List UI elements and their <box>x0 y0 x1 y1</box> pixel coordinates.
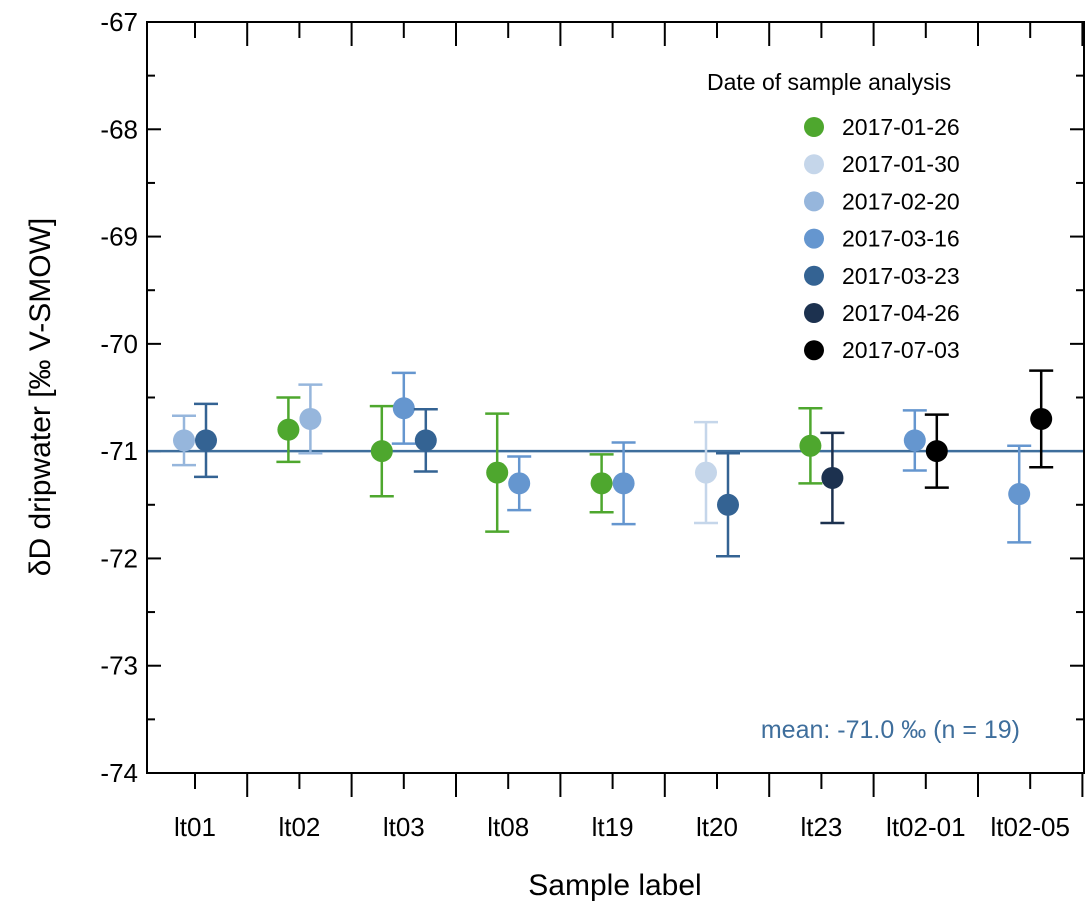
legend-item: 2017-03-16 <box>804 226 960 252</box>
legend: Date of sample analysis 2017-01-262017-0… <box>707 69 960 363</box>
x-tick-labels: lt01 lt02 lt03 lt08 lt19 lt20 lt23 lt02-01 lt02-… <box>174 812 1070 842</box>
data-point <box>173 429 195 452</box>
data-point <box>903 429 926 452</box>
legend-marker <box>804 303 824 323</box>
data-point-group <box>716 452 740 558</box>
data-point <box>508 472 531 495</box>
legend-label: 2017-01-30 <box>842 151 960 177</box>
data-point-group <box>369 404 394 498</box>
data-point-group <box>391 371 416 445</box>
data-point-group <box>924 413 949 489</box>
y-tick-labels: -67 -68 -69 -70 -71 -72 -73 -74 <box>100 7 138 788</box>
data-point <box>821 466 844 489</box>
data-point <box>1030 407 1053 430</box>
legend-title: Date of sample analysis <box>707 69 951 95</box>
x-tick-label: lt01 <box>174 812 216 842</box>
data-point-group <box>902 409 927 472</box>
legend-marker <box>804 154 824 175</box>
x-tick-label: lt23 <box>800 812 842 842</box>
legend-label: 2017-03-23 <box>842 263 960 289</box>
legend-label: 2017-04-26 <box>842 300 960 326</box>
legend-label: 2017-02-20 <box>842 188 960 214</box>
legend-items: 2017-01-26 2017-01-30 2017-02-20 2017-03-16… <box>804 114 960 363</box>
data-point <box>590 472 613 495</box>
data-point <box>717 493 739 516</box>
data-point <box>695 461 717 484</box>
legend-label: 2017-07-03 <box>842 337 960 363</box>
y-tick-label: -72 <box>100 543 138 573</box>
data-point-group <box>298 383 323 455</box>
data-point-group <box>589 453 614 514</box>
legend-item: 2017-01-26 <box>804 114 960 140</box>
legend-item: 2017-02-20 <box>804 188 960 214</box>
x-tick-label: lt03 <box>383 812 425 842</box>
data-points <box>172 369 1054 558</box>
data-point-group <box>485 412 510 533</box>
data-point-group <box>172 414 196 467</box>
data-point <box>195 429 217 452</box>
data-point <box>799 434 822 457</box>
data-point <box>392 397 415 420</box>
y-tick-label: -68 <box>100 114 138 144</box>
legend-item: 2017-01-30 <box>804 151 960 177</box>
data-point-group <box>276 396 301 464</box>
y-tick-label: -73 <box>100 651 138 681</box>
legend-marker <box>804 228 824 249</box>
legend-marker <box>804 117 824 137</box>
legend-label: 2017-03-16 <box>842 226 960 252</box>
data-point <box>1008 483 1031 506</box>
y-tick-label: -69 <box>100 222 138 252</box>
legend-label: 2017-01-26 <box>842 114 960 140</box>
data-point-group <box>611 441 636 526</box>
legend-marker <box>804 191 824 212</box>
data-point <box>414 429 437 452</box>
x-tick-label: lt19 <box>592 812 634 842</box>
x-tick-label: lt08 <box>487 812 529 842</box>
x-tick-label: lt20 <box>696 812 738 842</box>
axis-ticks <box>147 21 1084 797</box>
data-point <box>486 461 509 484</box>
y-tick-label: -71 <box>100 436 138 466</box>
data-point-group <box>820 431 845 525</box>
y-tick-label: -70 <box>100 329 138 359</box>
data-point-group <box>507 455 532 512</box>
data-point-group <box>1029 369 1054 469</box>
data-point <box>370 440 393 463</box>
legend-item: 2017-03-23 <box>804 263 960 289</box>
y-tick-label: -67 <box>100 7 138 37</box>
data-point <box>277 418 300 441</box>
data-point-group <box>194 402 218 479</box>
mean-label: mean: -71.0 ‰ (n = 19) <box>761 716 1020 744</box>
y-axis-title: δD dripwater [‰ V-SMOW] <box>24 218 57 576</box>
data-point <box>299 407 322 430</box>
x-tick-label: lt02-01 <box>886 812 966 842</box>
legend-item: 2017-07-03 <box>804 337 960 363</box>
x-tick-label: lt02 <box>278 812 320 842</box>
y-tick-label: -74 <box>100 758 138 788</box>
data-point-group <box>694 420 718 525</box>
data-point-group <box>798 406 823 485</box>
data-point <box>612 472 635 495</box>
legend-marker <box>804 265 824 286</box>
legend-marker <box>804 340 824 361</box>
data-point-group <box>1007 444 1032 544</box>
data-point <box>925 440 948 463</box>
plot-frame <box>146 21 1085 774</box>
x-axis-title: Sample label <box>528 869 701 902</box>
data-point-group <box>413 408 438 473</box>
legend-item: 2017-04-26 <box>804 300 960 326</box>
x-tick-label: lt02-05 <box>990 812 1070 842</box>
